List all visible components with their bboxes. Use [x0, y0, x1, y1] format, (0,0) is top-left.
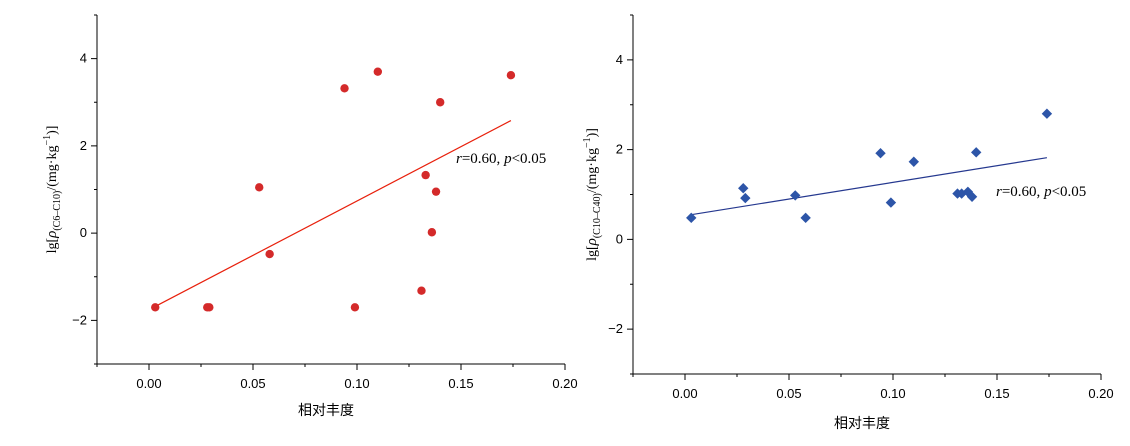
data-point [431, 187, 441, 196]
data-point [421, 170, 430, 180]
data-point [740, 192, 751, 204]
x-axis-title: 相对丰度 [834, 416, 890, 432]
data-point [427, 228, 437, 237]
regression-line [154, 120, 512, 307]
x-tick-label: 0.20 [552, 376, 577, 391]
y-tick-label: 0 [616, 231, 623, 246]
data-point [1041, 108, 1053, 119]
data-point [908, 156, 919, 167]
data-point [417, 286, 426, 295]
data-point [971, 147, 982, 158]
x-tick-label: 0.05 [776, 386, 801, 401]
x-tick-label: 0.05 [240, 376, 265, 391]
data-point [686, 212, 697, 224]
x-tick-label: 0.10 [880, 386, 905, 401]
x-axis-title: 相对丰度 [298, 403, 354, 419]
chart-left: −2 0 2 4 0.00 0.05 0.10 0.15 0.20 相对丰度 lg[ρ(C6–C10… [42, 14, 578, 419]
correlation-annotation: r=0.60, p<0.05 [456, 151, 546, 167]
y-axis-title: lg[ρ(C6–C10)/(mg·kg−1)] [42, 126, 63, 254]
y-tick-label: 2 [80, 138, 87, 153]
chart-right: −2 0 2 4 0.00 0.05 0.10 0.15 0.20 相对丰度 lg[ρ(C10–C4… [582, 14, 1114, 432]
x-tick-label: 0.00 [136, 376, 161, 391]
x-tick-label: 0.00 [672, 386, 697, 401]
y-tick-label: 4 [80, 51, 87, 66]
data-point [205, 303, 214, 312]
data-point [340, 84, 349, 93]
data-point [875, 148, 886, 159]
data-point [255, 183, 264, 192]
regression-line [691, 157, 1048, 216]
x-tick-label: 0.20 [1088, 386, 1113, 401]
data-point [373, 67, 382, 76]
data-point [966, 191, 978, 202]
data-point [506, 71, 516, 80]
x-tick-label: 0.10 [344, 376, 369, 391]
x-tick-label: 0.15 [448, 376, 473, 391]
data-point [790, 190, 801, 201]
data-point [738, 183, 749, 194]
y-tick-label: 4 [616, 52, 623, 67]
y-tick-label: −2 [72, 312, 87, 327]
data-point [265, 249, 274, 259]
correlation-annotation: r=0.60, p<0.05 [996, 184, 1086, 200]
data-point [151, 303, 160, 312]
y-tick-label: 0 [80, 225, 87, 240]
data-point [350, 303, 360, 312]
data-point [436, 98, 445, 107]
data-point [800, 212, 811, 224]
data-point [885, 197, 897, 208]
y-tick-label: 2 [616, 142, 623, 157]
y-tick-label: −2 [608, 321, 623, 336]
x-tick-label: 0.15 [984, 386, 1009, 401]
y-axis-title: lg[ρ(C10–C40)/(mg·kg−1)] [582, 128, 603, 261]
